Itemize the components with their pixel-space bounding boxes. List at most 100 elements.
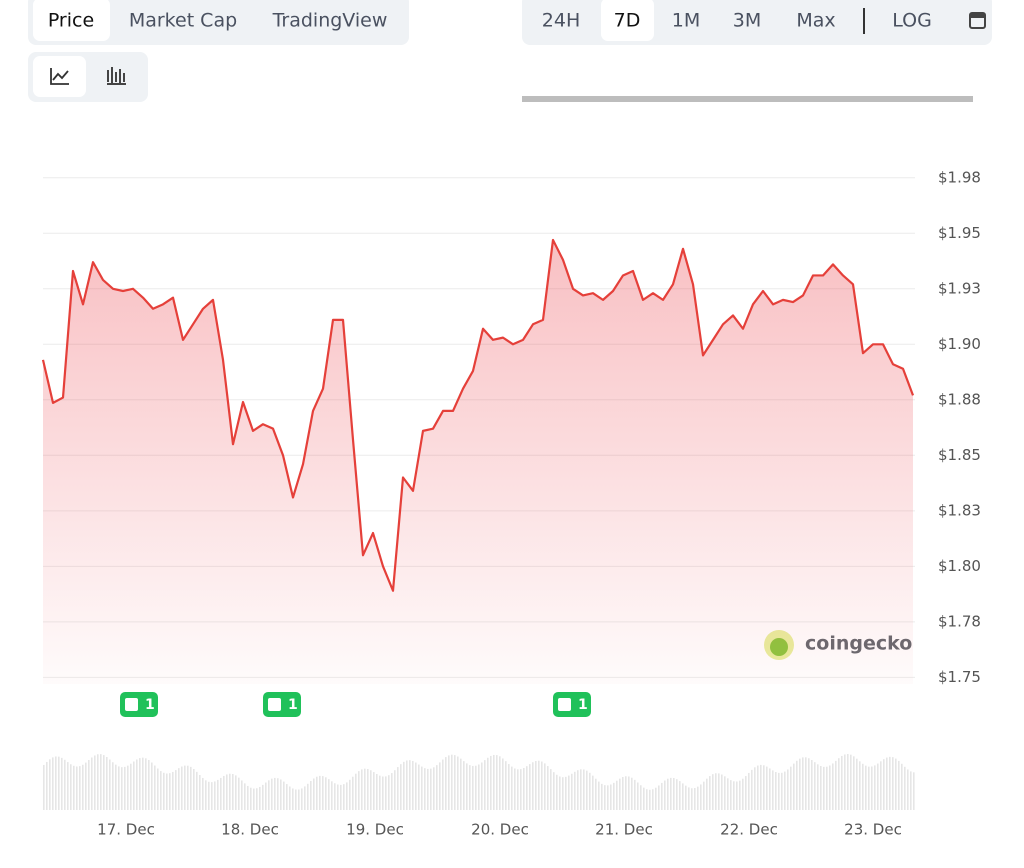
tab[interactable]: Price xyxy=(48,10,94,32)
volume-bar xyxy=(115,764,117,810)
volume-bar xyxy=(619,778,621,810)
volume-bar xyxy=(73,765,75,810)
volume-bar xyxy=(811,760,813,810)
log-button[interactable]: LOG xyxy=(892,10,932,32)
volume-bar xyxy=(100,754,102,810)
volume-bar xyxy=(601,783,603,810)
volume-bar xyxy=(832,763,834,810)
range[interactable]: Max xyxy=(796,10,835,32)
volume-bar xyxy=(658,785,660,810)
volume-bar xyxy=(796,760,798,810)
volume-bar xyxy=(265,782,267,810)
volume-bar xyxy=(850,754,852,810)
volume-bar xyxy=(685,785,687,810)
volume-bar xyxy=(604,785,606,810)
volume-bar xyxy=(892,757,894,810)
volume-bar xyxy=(907,769,909,810)
volume-bar xyxy=(244,783,246,810)
volume-bar xyxy=(517,769,519,810)
volume-bar xyxy=(424,768,426,810)
volume-bar xyxy=(646,789,648,810)
volume-bar xyxy=(766,766,768,810)
volume-bar xyxy=(673,778,675,810)
volume-bar xyxy=(502,758,504,810)
volume-bar xyxy=(736,781,738,810)
volume-bar xyxy=(397,767,399,810)
volume-bar xyxy=(655,787,657,810)
volume-bar xyxy=(331,781,333,810)
volume-bar xyxy=(310,780,312,810)
volume-bar xyxy=(487,757,489,810)
volume-bar xyxy=(541,761,543,810)
volume-bar xyxy=(250,787,252,810)
volume-bar xyxy=(340,784,342,810)
volume-bar xyxy=(763,765,765,810)
volume-bar xyxy=(148,760,150,810)
range[interactable]: 7D xyxy=(614,10,641,32)
volume-bar xyxy=(61,757,63,810)
volume-bar xyxy=(190,766,192,810)
volume-bar xyxy=(442,759,444,810)
volume-bar xyxy=(478,764,480,810)
volume-bar xyxy=(871,766,873,810)
volume-bar xyxy=(574,771,576,810)
volume-bar xyxy=(451,754,453,810)
y-tick-label: $1.98 xyxy=(938,168,981,186)
volume-bar xyxy=(637,782,639,810)
volume-bar xyxy=(109,759,111,810)
volume-bar xyxy=(475,765,477,810)
range-selected[interactable] xyxy=(601,0,654,41)
volume-bar xyxy=(622,777,624,810)
volume-bar xyxy=(586,770,588,810)
volume-bar xyxy=(550,769,552,810)
volume-bar xyxy=(301,788,303,810)
volume-bar xyxy=(364,768,366,810)
range[interactable]: 1M xyxy=(672,10,700,32)
volume-bar xyxy=(457,756,459,810)
volume-bar xyxy=(295,789,297,810)
volume-bar xyxy=(499,756,501,810)
volume-bar xyxy=(232,774,234,810)
range[interactable]: 3M xyxy=(733,10,761,32)
volume-bar xyxy=(877,763,879,810)
tab[interactable]: TradingView xyxy=(272,10,388,32)
volume-bar xyxy=(778,772,780,810)
volume-bar xyxy=(64,759,66,810)
volume-bar xyxy=(589,772,591,810)
volume-bar xyxy=(874,765,876,810)
news-icon xyxy=(125,698,138,711)
volume-bar xyxy=(556,774,558,810)
volume-bar xyxy=(805,757,807,810)
volume-bar xyxy=(676,779,678,810)
volume-bar xyxy=(154,765,156,810)
volume-bar xyxy=(343,784,345,810)
volume-bar xyxy=(718,773,720,810)
volume-bar xyxy=(598,781,600,810)
price-line xyxy=(41,238,915,592)
candle-icon[interactable] xyxy=(107,67,126,85)
volume-bar xyxy=(76,766,78,810)
volume-bar xyxy=(616,780,618,810)
y-tick-label: $1.80 xyxy=(938,557,981,575)
volume-bar xyxy=(214,781,216,810)
volume-bar xyxy=(52,757,54,810)
volume-bar xyxy=(193,769,195,810)
volume-bar xyxy=(829,765,831,810)
volume-bar xyxy=(352,776,354,810)
volume-bar xyxy=(751,769,753,810)
volume-bar xyxy=(853,756,855,810)
volume-bar xyxy=(523,767,525,810)
volume-bar xyxy=(406,760,408,810)
volume-bar xyxy=(313,778,315,810)
range[interactable]: 24H xyxy=(542,10,580,32)
volume-bar xyxy=(769,768,771,810)
volume-bar xyxy=(532,762,534,810)
volume-bar xyxy=(742,778,744,810)
tab-selected[interactable] xyxy=(33,0,110,41)
volume-bar xyxy=(334,783,336,810)
volume-bar xyxy=(703,781,705,810)
volume-bar xyxy=(268,780,270,810)
volume-bar xyxy=(241,780,243,810)
tab[interactable]: Market Cap xyxy=(129,10,237,32)
volume-bar xyxy=(184,765,186,810)
